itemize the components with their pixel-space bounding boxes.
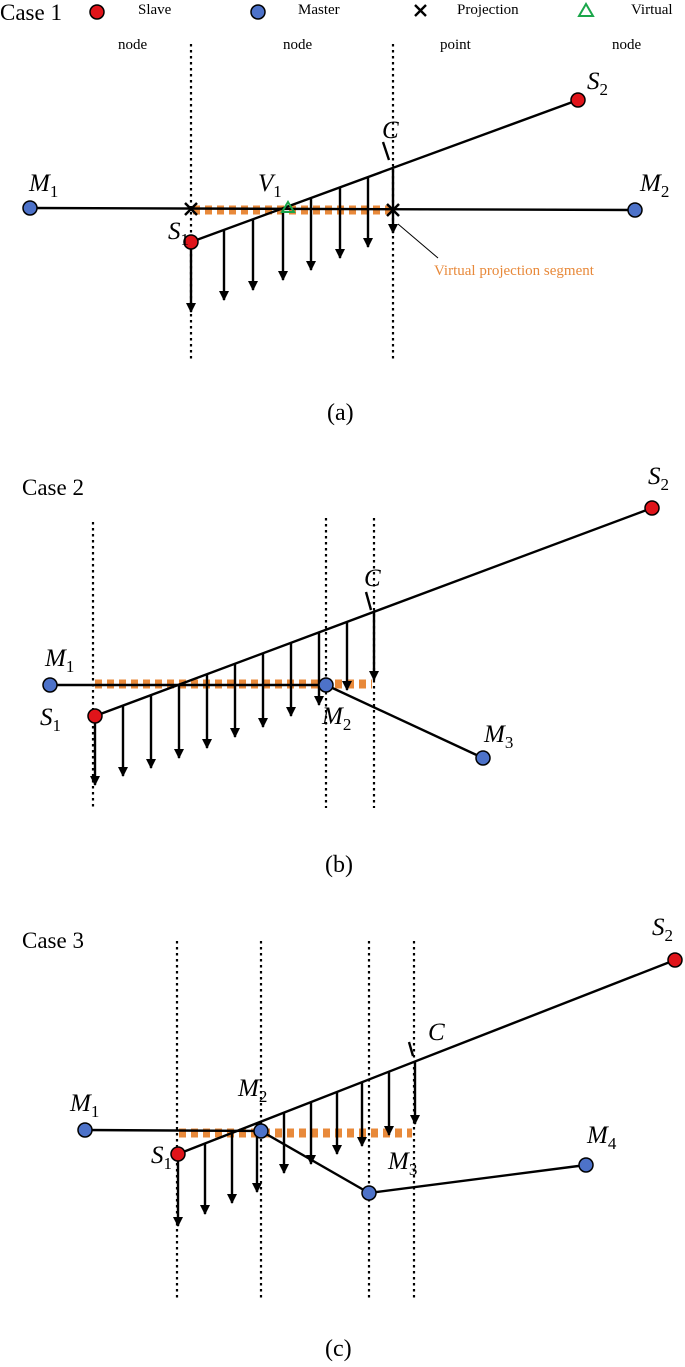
label-m2: M2 (237, 1075, 267, 1106)
panel-a-projection-arrows (185, 169, 399, 314)
label-c: C (382, 117, 399, 144)
label-s2: S2 (652, 914, 673, 945)
master-node-m1 (22, 200, 38, 216)
slave-node-legend-icon (89, 4, 105, 20)
master-node-m3 (361, 1185, 377, 1201)
label-s2: S2 (648, 463, 669, 494)
contact-marker-c (381, 141, 391, 161)
panel-a-master-line (29, 206, 636, 212)
legend-virtual-label-2: node (612, 37, 642, 53)
panel-c-master-line (84, 1128, 262, 1133)
projection-point-right (386, 203, 400, 217)
contact-marker-c (364, 591, 373, 611)
slave-node-s2 (644, 500, 660, 516)
label-m1: M1 (44, 645, 74, 676)
projection-point-legend-icon (414, 4, 427, 17)
slave-node-s1 (183, 234, 199, 250)
master-node-m2 (318, 677, 334, 693)
panel-a-slave-line (190, 98, 579, 244)
master-node-m1 (77, 1122, 93, 1138)
legend-master-label: Master (298, 2, 340, 18)
panel-c-master-line (260, 1129, 370, 1195)
label-m1: M1 (69, 1090, 99, 1121)
virtual-node-v1 (280, 200, 296, 213)
label-v1: V1 (258, 170, 282, 201)
panel-c-slave-line (177, 958, 676, 1156)
legend-virtual-label: Virtual (631, 2, 673, 18)
panel-c-projection-arrows (172, 1061, 421, 1228)
label-s1: S1 (168, 218, 189, 249)
caption-c: (c) (325, 1336, 352, 1362)
legend-projection-label: Projection (457, 2, 519, 18)
panel-c-master-line (368, 1163, 587, 1195)
slave-node-s1 (170, 1146, 186, 1162)
panel-c: Case 3 M1 M2 M3 M (22, 914, 683, 1362)
master-node-m3 (475, 750, 491, 766)
legend-projection-label-2: point (440, 37, 472, 53)
label-m2: M2 (321, 703, 351, 734)
label-s2: S2 (587, 68, 608, 99)
label-s1: S1 (151, 1142, 172, 1173)
panel-a: Virtual projection segment M1 M2 S1 S2 V… (22, 44, 669, 426)
virtual-node-legend-icon (577, 2, 595, 17)
caption-b: (b) (325, 852, 353, 878)
label-s1: S1 (40, 704, 61, 735)
slave-node-s2 (667, 952, 683, 968)
panel-b: Case 2 M1 M2 M3 S1 S2 (22, 463, 669, 878)
panel-b-projection-arrows (89, 612, 380, 787)
annotation-leader-line (397, 223, 439, 259)
label-c: C (364, 565, 381, 592)
legend: Case 1 Slave node Master node Projection… (0, 0, 673, 53)
legend-slave-label-2: node (118, 37, 148, 53)
label-m4: M4 (586, 1122, 617, 1153)
master-node-m1 (42, 677, 58, 693)
legend-slave-label: Slave (138, 2, 172, 18)
master-node-m2 (253, 1123, 269, 1139)
slave-node-s2 (570, 92, 586, 108)
case-3-title: Case 3 (22, 928, 84, 953)
label-m1: M1 (28, 170, 58, 201)
case-2-title: Case 2 (22, 475, 84, 500)
master-node-legend-icon (250, 4, 266, 20)
caption-a: (a) (327, 400, 354, 426)
slave-node-s1 (87, 708, 103, 724)
legend-master-label-2: node (283, 37, 313, 53)
projection-point-left (184, 202, 198, 216)
label-c: C (428, 1019, 445, 1046)
contact-marker-c (407, 1041, 415, 1057)
label-m3: M3 (387, 1148, 417, 1179)
master-node-m2 (627, 202, 643, 218)
label-m3: M3 (483, 721, 513, 752)
label-m2: M2 (639, 170, 669, 201)
master-node-m4 (578, 1157, 594, 1173)
panel-b-master-line (325, 683, 484, 760)
case-1-title: Case 1 (0, 0, 62, 25)
virtual-projection-segment-label: Virtual projection segment (434, 263, 595, 279)
